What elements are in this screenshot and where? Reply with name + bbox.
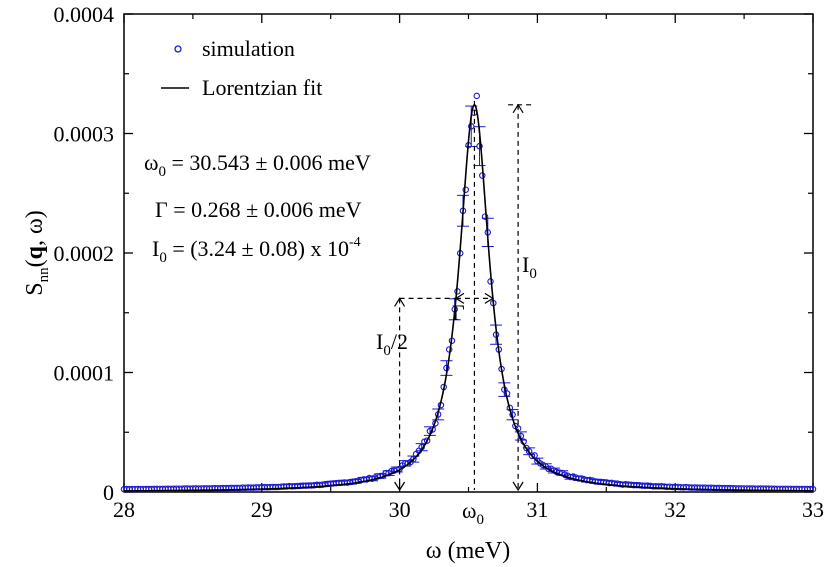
legend-label-simulation: simulation — [202, 36, 295, 61]
svg-text:Snn(q, ω): Snn(q, ω) — [22, 210, 52, 296]
x-axis: 28 29 30 31 32 33 — [113, 14, 824, 522]
y-tick-label: 0.0001 — [54, 361, 115, 386]
i0-annotation: I0 = (3.24 ± 0.08) x 10-4 — [152, 235, 361, 266]
arrow-head — [484, 292, 495, 304]
simulation-point — [481, 213, 489, 220]
simulation-series — [120, 92, 817, 493]
legend-label-fit: Lorentzian fit — [202, 75, 322, 100]
y-axis-title: Snn(q, ω) — [22, 210, 52, 296]
x-axis-title: ω (meV) — [426, 538, 510, 564]
omega0-annotation: ω0 = 30.543 ± 0.006 meV — [144, 150, 371, 180]
simulation-point — [809, 485, 817, 493]
simulation-point — [545, 465, 552, 473]
legend: simulation Lorentzian fit — [161, 36, 322, 100]
x-tick-label: 32 — [664, 497, 686, 522]
simulation-point — [528, 452, 536, 460]
gamma-annotation: Γ = 0.268 ± 0.006 meV — [155, 197, 362, 222]
omega0-axis-label: ω0 — [462, 498, 484, 528]
simulation-point — [462, 186, 469, 193]
x-tick-label: 30 — [389, 497, 411, 522]
legend-marker-simulation — [174, 45, 182, 53]
arrow-head — [512, 103, 524, 114]
arrow-head — [454, 292, 465, 304]
gamma-arrow-label: Γ — [452, 300, 465, 325]
y-tick-label: 0.0003 — [54, 122, 115, 147]
i0-arrow-label: I0 — [522, 252, 537, 282]
arrow-head — [394, 481, 406, 492]
simulation-point — [525, 448, 533, 455]
arrow-head — [512, 481, 524, 492]
annotation-guides — [394, 100, 533, 492]
y-tick-label: 0 — [103, 480, 114, 505]
x-tick-label: 33 — [802, 497, 824, 522]
y-tick-label: 0.0002 — [54, 241, 115, 266]
y-axis: 0 0.0001 0.0002 0.0003 0.0004 — [54, 2, 813, 505]
simulation-point — [468, 123, 475, 130]
half-max-label: I0/2 — [376, 329, 408, 359]
simulation-point — [473, 92, 481, 100]
simulation-point — [377, 472, 384, 480]
simulation-point — [476, 142, 483, 150]
simulation-point — [423, 437, 431, 444]
x-tick-label: 28 — [113, 497, 135, 522]
arrow-head — [394, 297, 406, 307]
simulation-point — [806, 485, 814, 493]
y-tick-label: 0.0004 — [54, 2, 115, 27]
lorentzian-fit-line — [123, 104, 813, 492]
x-tick-label: 29 — [251, 497, 273, 522]
simulation-point — [410, 455, 417, 463]
x-tick-label: 31 — [526, 497, 548, 522]
